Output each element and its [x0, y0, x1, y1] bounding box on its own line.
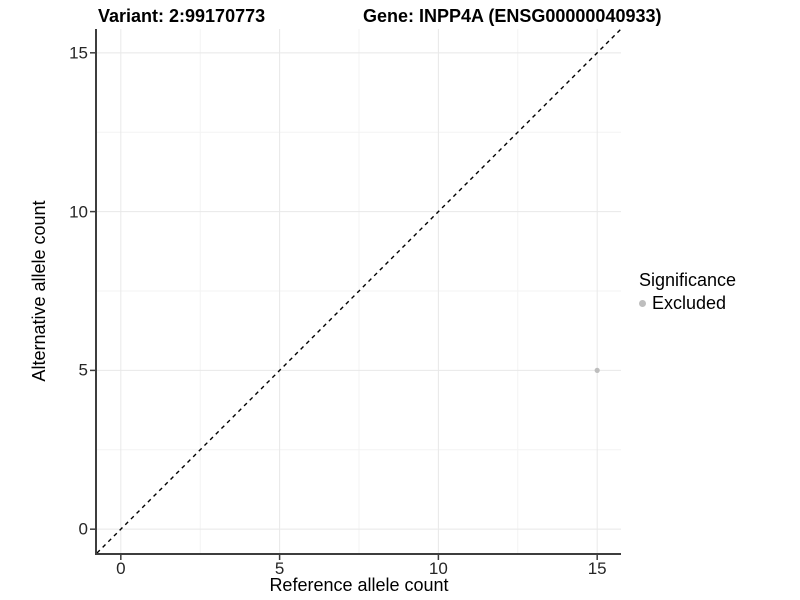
legend-entry-label: Excluded	[652, 293, 727, 313]
x-tick-label: 10	[428, 559, 448, 578]
legend-title: Significance	[639, 270, 737, 290]
data-point	[594, 367, 600, 373]
legend: Significance Excluded	[639, 270, 736, 314]
variant-title: Variant: 2:99170773	[98, 6, 266, 26]
x-tick-label: 5	[274, 559, 285, 578]
gene-title: Gene: INPP4A (ENSG00000040933)	[363, 6, 662, 26]
y-tick-label: 10	[69, 202, 88, 222]
y-tick-label: 15	[69, 43, 88, 63]
y-tick-label: 5	[78, 360, 88, 380]
x-tick-label: 0	[116, 559, 126, 578]
x-tick-label: 15	[587, 559, 607, 578]
identity-reference-line	[96, 28, 622, 554]
y-tick-label: 0	[78, 519, 88, 539]
legend-entry-excluded: Excluded	[639, 293, 736, 314]
x-axis-title: Reference allele count	[269, 575, 449, 595]
y-axis-title: Alternative allele count	[29, 200, 49, 382]
legend-point-marker-icon	[639, 300, 646, 307]
